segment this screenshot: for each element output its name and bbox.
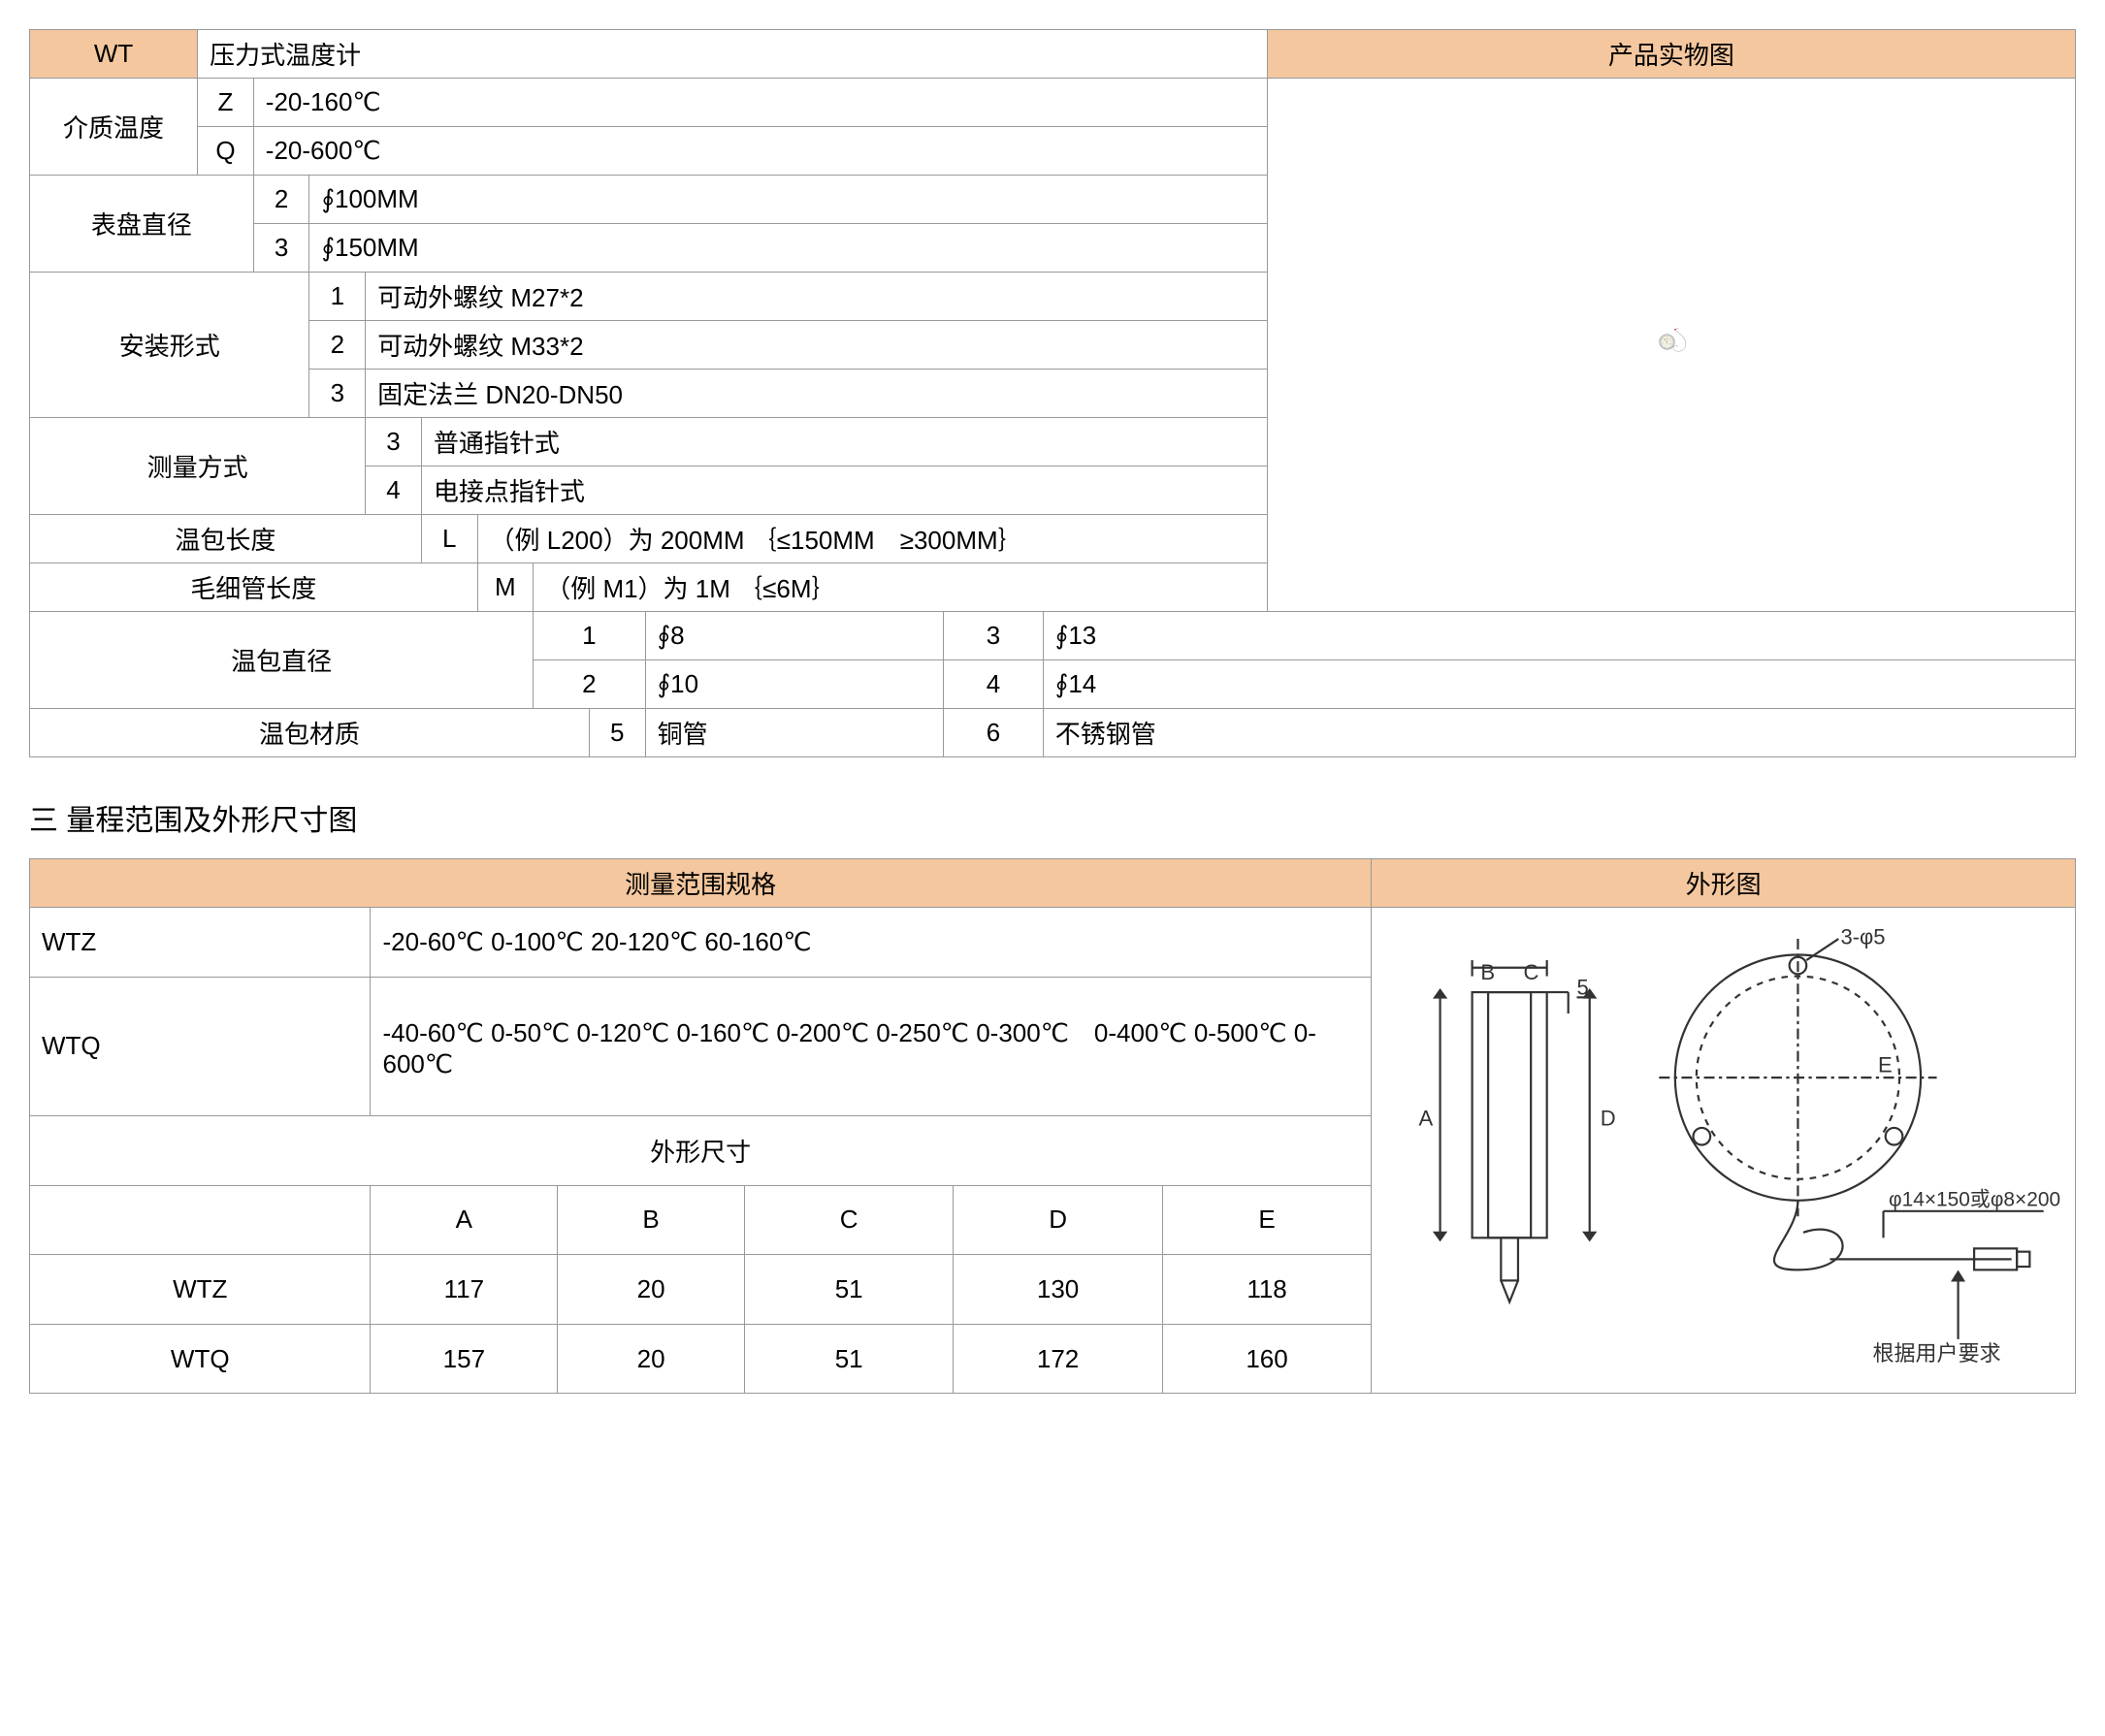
bd-r2-c1: 2: [534, 660, 645, 709]
label-bulb-mat: 温包材质: [30, 709, 590, 757]
hdr-wt: WT: [30, 30, 198, 79]
cl-val: （例 M1）为 1M ｛≤6M｝: [534, 563, 1267, 612]
dim-col-b: B: [558, 1185, 745, 1255]
hdr-wt-desc: 压力式温度计: [198, 30, 1268, 79]
hdr-img: 产品实物图: [1267, 30, 2075, 79]
me-code-1: 4: [366, 466, 422, 515]
mt-val-0: -20-160℃: [253, 79, 1267, 127]
range-val-0: -20-60℃ 0-100℃ 20-120℃ 60-160℃: [371, 908, 1372, 978]
in-code-1: 2: [309, 321, 366, 370]
bd-r2-c2: 4: [944, 660, 1044, 709]
bm-c2: 6: [944, 709, 1044, 757]
svg-text:E: E: [1878, 1053, 1893, 1077]
svg-text:3-φ5: 3-φ5: [1841, 925, 1886, 949]
bm-v2: 不锈钢管: [1043, 709, 2075, 757]
hdr-range: 测量范围规格: [30, 859, 1372, 908]
in-val-0: 可动外螺纹 M27*2: [366, 273, 1267, 321]
dim-col-d: D: [954, 1185, 1162, 1255]
bd-r2-v1: ∮10: [645, 660, 944, 709]
bm-c1: 5: [589, 709, 645, 757]
dd-val-0: ∮100MM: [309, 176, 1267, 224]
in-code-0: 1: [309, 273, 366, 321]
section-title: 三 量程范围及外形尺寸图: [29, 796, 2076, 839]
bl-val: （例 L200）为 200MM ｛≤150MM ≥300MM｝: [477, 515, 1267, 563]
bd-r2-v2: ∮14: [1043, 660, 2075, 709]
product-image-cell: 60 30 90 120 150 0 ℃ THERMOMETER: [1267, 79, 2075, 612]
range-model-1: WTQ: [30, 977, 371, 1115]
bd-r1-v2: ∮13: [1043, 612, 2075, 660]
dd-code-1: 3: [253, 224, 309, 273]
bm-v1: 铜管: [645, 709, 944, 757]
me-val-0: 普通指针式: [421, 418, 1267, 466]
me-val-1: 电接点指针式: [421, 466, 1267, 515]
label-install: 安装形式: [30, 273, 309, 418]
range-dim-table: 测量范围规格 外形图 WTZ -20-60℃ 0-100℃ 20-120℃ 60…: [29, 858, 2076, 1394]
bd-r1-c1: 1: [534, 612, 645, 660]
cl-code: M: [477, 563, 534, 612]
in-val-1: 可动外螺纹 M33*2: [366, 321, 1267, 370]
svg-text:B: B: [1481, 960, 1496, 984]
range-model-0: WTZ: [30, 908, 371, 978]
label-bulb-len: 温包长度: [30, 515, 422, 563]
bd-r1-c2: 3: [944, 612, 1044, 660]
dd-code-0: 2: [253, 176, 309, 224]
bd-r1-v1: ∮8: [645, 612, 944, 660]
svg-text:C: C: [1524, 960, 1539, 984]
label-measure: 测量方式: [30, 418, 366, 515]
range-val-1: -40-60℃ 0-50℃ 0-120℃ 0-160℃ 0-200℃ 0-250…: [371, 977, 1372, 1115]
in-val-2: 固定法兰 DN20-DN50: [366, 370, 1267, 418]
product-gauge-illustration: 60 30 90 120 150 0 ℃ THERMOMETER: [1278, 328, 2065, 356]
label-bulb-dia: 温包直径: [30, 612, 534, 709]
svg-text:根据用户要求: 根据用户要求: [1873, 1341, 2001, 1366]
dd-val-1: ∮150MM: [309, 224, 1267, 273]
label-medium-temp: 介质温度: [30, 79, 198, 176]
svg-text:D: D: [1601, 1107, 1616, 1131]
mt-code-1: Q: [198, 127, 254, 176]
dim-blank: [30, 1185, 371, 1255]
me-code-0: 3: [366, 418, 422, 466]
label-dial-dia: 表盘直径: [30, 176, 254, 273]
dim-col-c: C: [744, 1185, 953, 1255]
bl-code: L: [421, 515, 477, 563]
dim-col-e: E: [1162, 1185, 1372, 1255]
spec-table: WT 压力式温度计 产品实物图 介质温度 Z -20-160℃ 60 30: [29, 29, 2076, 757]
mt-code-0: Z: [198, 79, 254, 127]
diagram-cell: C 5 B A D: [1372, 908, 2076, 1394]
dim-col-a: A: [371, 1185, 558, 1255]
in-code-2: 3: [309, 370, 366, 418]
svg-text:A: A: [1419, 1107, 1434, 1131]
outline-diagram: C 5 B A D: [1381, 917, 2065, 1376]
svg-text:φ14×150或φ8×200: φ14×150或φ8×200: [1889, 1188, 2060, 1210]
label-cap-len: 毛细管长度: [30, 563, 478, 612]
hdr-diagram: 外形图: [1372, 859, 2076, 908]
mt-val-1: -20-600℃: [253, 127, 1267, 176]
dim-title: 外形尺寸: [30, 1115, 1372, 1185]
